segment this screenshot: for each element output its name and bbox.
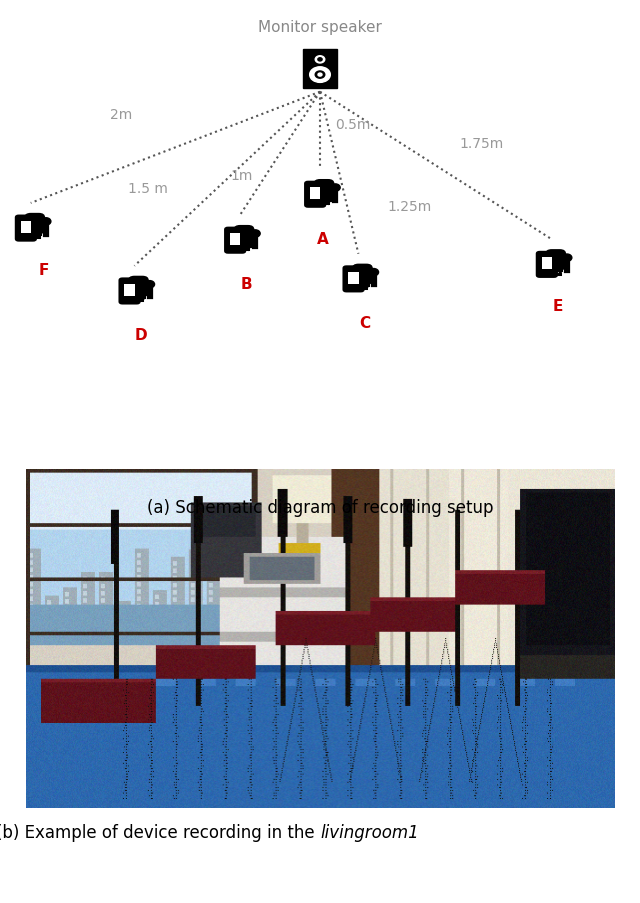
Text: 0.5m: 0.5m: [335, 118, 370, 132]
Circle shape: [145, 282, 155, 289]
Circle shape: [316, 72, 324, 79]
Bar: [541, 258, 552, 270]
Bar: [348, 273, 359, 284]
Text: E: E: [553, 299, 563, 314]
Circle shape: [310, 68, 330, 83]
Text: 1m: 1m: [230, 169, 253, 182]
Circle shape: [318, 74, 322, 77]
Circle shape: [316, 57, 324, 64]
Text: D: D: [134, 328, 147, 343]
FancyBboxPatch shape: [224, 228, 246, 255]
Bar: [20, 221, 31, 234]
Circle shape: [369, 269, 379, 276]
Text: Monitor speaker: Monitor speaker: [258, 20, 382, 34]
FancyBboxPatch shape: [15, 215, 37, 242]
FancyBboxPatch shape: [314, 180, 335, 201]
Bar: [230, 234, 241, 246]
Circle shape: [330, 185, 340, 192]
Text: 1.25m: 1.25m: [387, 200, 431, 214]
Bar: [310, 188, 321, 200]
Text: (b) Example of device recording in the: (b) Example of device recording in the: [0, 824, 320, 842]
FancyBboxPatch shape: [545, 250, 566, 271]
Text: 1.5 m: 1.5 m: [128, 182, 168, 196]
Bar: [124, 284, 135, 297]
FancyBboxPatch shape: [304, 182, 326, 209]
Text: 1.75m: 1.75m: [460, 137, 504, 152]
FancyBboxPatch shape: [342, 266, 365, 293]
Circle shape: [250, 230, 260, 237]
FancyBboxPatch shape: [536, 252, 558, 279]
FancyBboxPatch shape: [118, 278, 141, 305]
Circle shape: [41, 219, 51, 226]
Circle shape: [318, 59, 322, 62]
FancyBboxPatch shape: [24, 214, 45, 235]
Text: (a) Schematic diagram of recording setup: (a) Schematic diagram of recording setup: [147, 498, 493, 517]
FancyBboxPatch shape: [128, 276, 149, 298]
Text: F: F: [38, 263, 49, 277]
Text: 2m: 2m: [109, 108, 132, 122]
Text: A: A: [317, 231, 329, 247]
Text: C: C: [359, 316, 371, 330]
Text: B: B: [241, 277, 252, 293]
FancyBboxPatch shape: [234, 226, 255, 247]
Circle shape: [562, 255, 572, 262]
FancyBboxPatch shape: [303, 51, 337, 88]
Text: livingroom1: livingroom1: [320, 824, 419, 842]
FancyBboxPatch shape: [352, 265, 373, 285]
